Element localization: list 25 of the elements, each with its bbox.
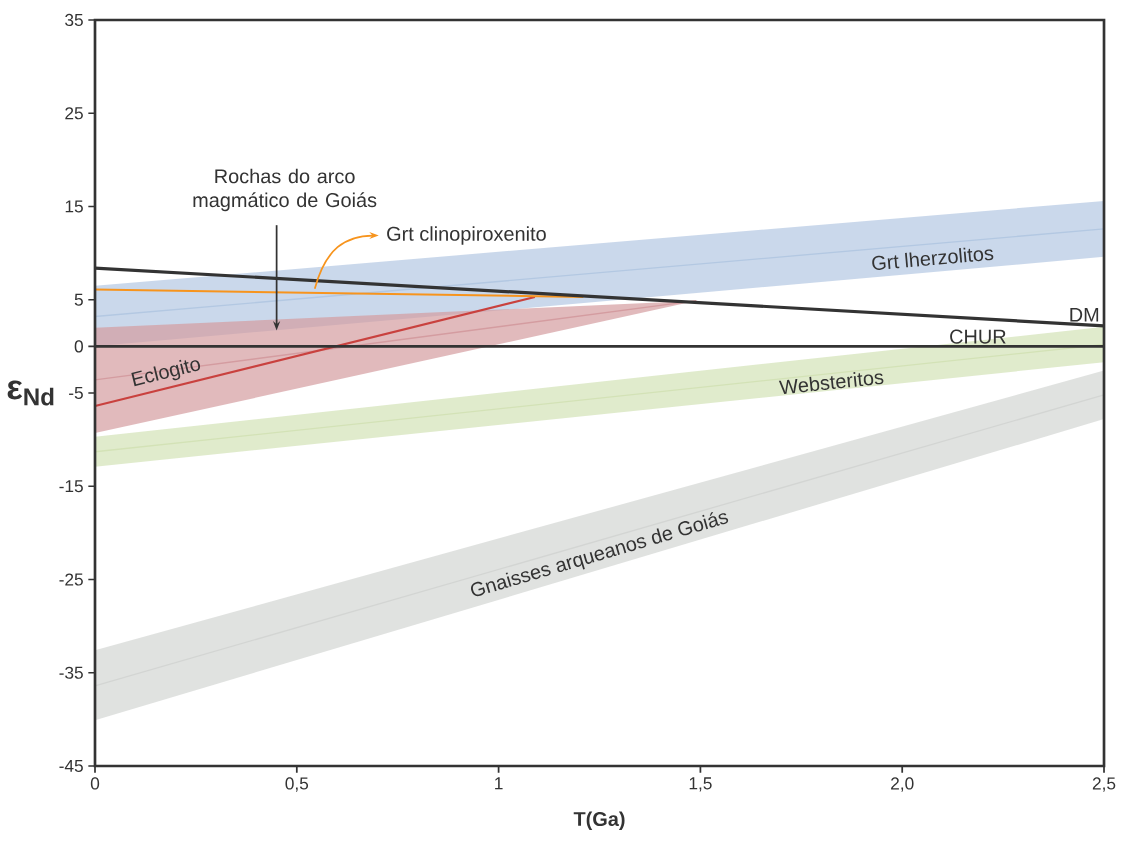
y-tick-label: -25 <box>59 573 83 586</box>
y-tick-label: 0 <box>74 340 83 353</box>
x-tick-label: 2,0 <box>891 777 914 792</box>
y-tick-label: -15 <box>59 480 83 493</box>
legend-label: Grt clinopiroxenito <box>387 226 546 245</box>
x-tick-label: 1 <box>495 777 503 790</box>
x-tick-label: 0 <box>90 777 100 790</box>
x-axis-title: T(Ga) <box>573 811 625 830</box>
text: Websteritos <box>778 372 884 395</box>
ref-line-label: CHUR <box>950 329 1006 344</box>
x-tick-label: 0,5 <box>285 777 309 792</box>
y-tick-label: 35 <box>65 13 83 27</box>
x-tick-label: 1,5 <box>689 777 712 792</box>
y-tick-label: -45 <box>59 759 83 773</box>
text: Eclogito <box>131 359 201 387</box>
y-tick-label: -5 <box>69 386 83 400</box>
y-tick-label: -35 <box>59 666 83 679</box>
x-tick-label: 2,5 <box>1092 777 1116 792</box>
y-axis-title: ε$_{Nd}$ <box>7 380 54 406</box>
y-tick-label: 15 <box>65 200 83 213</box>
series-label: DM <box>1070 307 1099 322</box>
text: Grt lherzolitos <box>872 247 994 270</box>
y-tick-label: 5 <box>74 293 83 306</box>
annotation: Rochas do arco magmático de Goiás <box>193 168 377 212</box>
y-tick-label: 25 <box>65 107 83 120</box>
